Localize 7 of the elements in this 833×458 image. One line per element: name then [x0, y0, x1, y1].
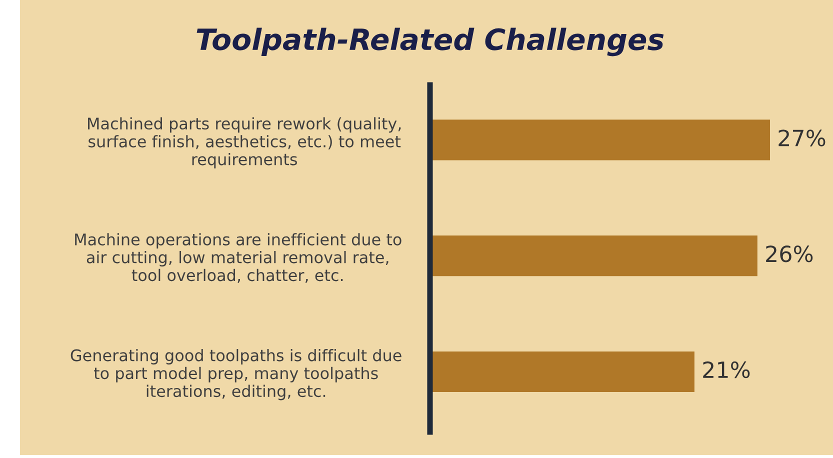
data-label: 21% [703, 361, 750, 378]
y-tick-label: Generating good toolpaths is difficult due to part model prep, many toolpaths iterations, editing, etc. [70, 348, 402, 400]
data-label: 27% [778, 130, 826, 146]
y-tick-label: Machined parts require rework (quality, surface finish, aesthetics, etc.) to meet requirements [88, 117, 401, 168]
y-tick-label: Machine operations are inefficient due to air cutting, low material removal rate, tool overload, chatter, etc. [75, 233, 402, 283]
chart-title: Toolpath-Related Challenges [196, 28, 664, 56]
data-label: 26% [766, 245, 813, 262]
